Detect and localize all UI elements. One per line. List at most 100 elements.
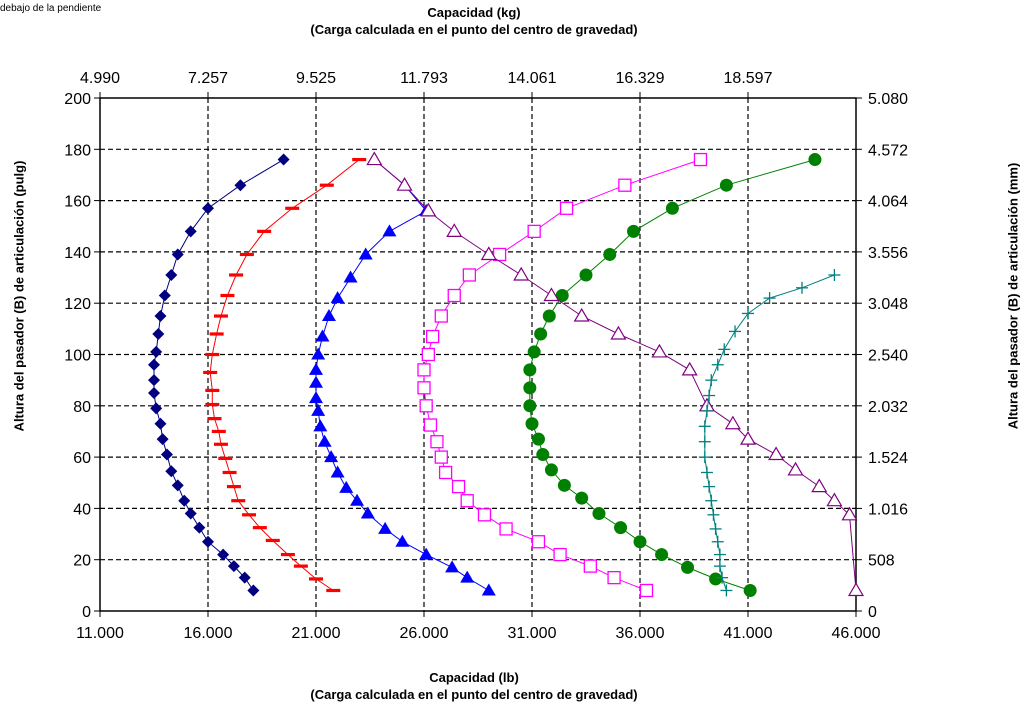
marker-open-square [417, 363, 431, 377]
x-top-tick-label: 16.329 [616, 70, 665, 87]
x-top-tick-label: 9.525 [296, 70, 336, 87]
marker-diamond [234, 179, 247, 192]
y-right-tick-label: 1.016 [868, 501, 908, 518]
marker-open-triangle [446, 223, 463, 237]
marker-triangle [382, 224, 397, 237]
marker-filled-circle [523, 399, 537, 413]
marker-filled-circle [627, 224, 641, 238]
marker-open-square [421, 347, 435, 362]
marker-diamond [154, 310, 167, 323]
marker-triangle [343, 270, 358, 283]
marker-open-square [447, 288, 461, 303]
marker-open-triangle [811, 478, 828, 493]
y-left-tick-label: 180 [64, 142, 91, 159]
marker-triangle [330, 291, 345, 304]
marker-open-square [527, 224, 541, 239]
x-bottom-tick-label: 46.000 [832, 625, 881, 642]
marker-triangle [309, 375, 323, 388]
marker-dash [222, 470, 237, 475]
marker-dash [220, 293, 235, 298]
y-right-tick-label: 1.524 [868, 450, 908, 467]
marker-open-square [430, 435, 444, 449]
marker-open-triangle [396, 177, 413, 191]
x-bottom-tick-label: 36.000 [616, 625, 665, 642]
marker-dash [213, 314, 228, 318]
marker-open-square [434, 309, 448, 323]
marker-dash [293, 564, 308, 568]
marker-triangle [313, 419, 328, 432]
y-left-tick-label: 60 [73, 450, 91, 467]
y-right-tick-label: 2.540 [868, 348, 908, 365]
y-left-tick-label: 40 [73, 501, 91, 518]
marker-triangle [324, 450, 339, 463]
series-1-diamond [148, 153, 290, 597]
marker-dash [205, 388, 220, 393]
marker-triangle [378, 521, 393, 534]
y-left-tick-label: 100 [64, 348, 91, 365]
x-bottom-tick-label: 21.000 [292, 625, 341, 642]
marker-open-triangle [543, 287, 560, 302]
marker-open-triangle [787, 461, 804, 476]
marker-triangle [481, 583, 496, 596]
x-bottom-tick-label: 16.000 [184, 625, 233, 642]
marker-open-square [425, 329, 440, 344]
marker-triangle [445, 560, 460, 573]
series-5-filled-circle [523, 153, 822, 597]
bottom-axis-title-line-2: (Carga calculada en el punto del centro … [310, 687, 638, 702]
marker-dash [218, 456, 233, 460]
marker-dash [280, 552, 295, 557]
marker-diamond [150, 345, 163, 358]
marker-open-triangle [513, 266, 530, 281]
marker-dash [231, 499, 246, 503]
marker-open-square [531, 535, 546, 549]
marker-diamond [152, 327, 165, 340]
marker-diamond [193, 521, 206, 534]
marker-dash [352, 157, 367, 162]
y-left-tick-label: 140 [64, 245, 91, 262]
marker-filled-circle [808, 153, 822, 167]
marker-filled-circle [557, 478, 571, 492]
marker-diamond [156, 433, 169, 446]
marker-diamond [148, 374, 160, 387]
marker-diamond [158, 289, 171, 302]
marker-diamond [202, 535, 214, 548]
y-left-tick-label: 80 [73, 399, 91, 416]
x-top-tick-label: 11.793 [400, 70, 448, 87]
x-bottom-tick-label: 41.000 [724, 625, 773, 642]
marker-dash [326, 588, 341, 593]
marker-diamond [277, 153, 290, 166]
marker-filled-circle [743, 583, 757, 597]
x-bottom-tick-label: 11.000 [76, 625, 124, 642]
series-7-plus [698, 268, 841, 597]
series-2-dash [203, 157, 367, 593]
x-top-tick-label: 4.990 [80, 70, 120, 87]
marker-triangle [311, 347, 326, 360]
marker-diamond [178, 494, 191, 507]
marker-dash [319, 183, 334, 187]
y-left-tick-label: 20 [73, 553, 91, 570]
marker-open-square [553, 547, 567, 562]
marker-dash [226, 484, 241, 489]
marker-filled-circle [592, 507, 606, 521]
top-axis-title-line-2: (Carga calculada en el punto del centro … [310, 22, 638, 37]
marker-filled-circle [655, 548, 669, 562]
marker-diamond [165, 268, 178, 281]
marker-open-square [693, 152, 708, 167]
y-left-tick-label: 200 [64, 91, 91, 108]
marker-dash [209, 332, 224, 336]
marker-filled-circle [681, 560, 695, 574]
marker-filled-circle [665, 201, 679, 215]
marker-open-triangle [841, 506, 858, 521]
marker-open-square [618, 178, 632, 192]
marker-open-triangle [651, 343, 668, 358]
marker-triangle [330, 465, 345, 478]
marker-diamond [184, 225, 197, 238]
marker-triangle [321, 309, 336, 322]
marker-dash [203, 370, 218, 375]
marker-diamond [160, 448, 173, 461]
marker-dash [285, 206, 300, 210]
top-axis-title: Capacidad (kg) (Carga calculada en el pu… [92, 4, 856, 38]
marker-open-triangle [768, 446, 785, 461]
marker-triangle [360, 506, 375, 519]
